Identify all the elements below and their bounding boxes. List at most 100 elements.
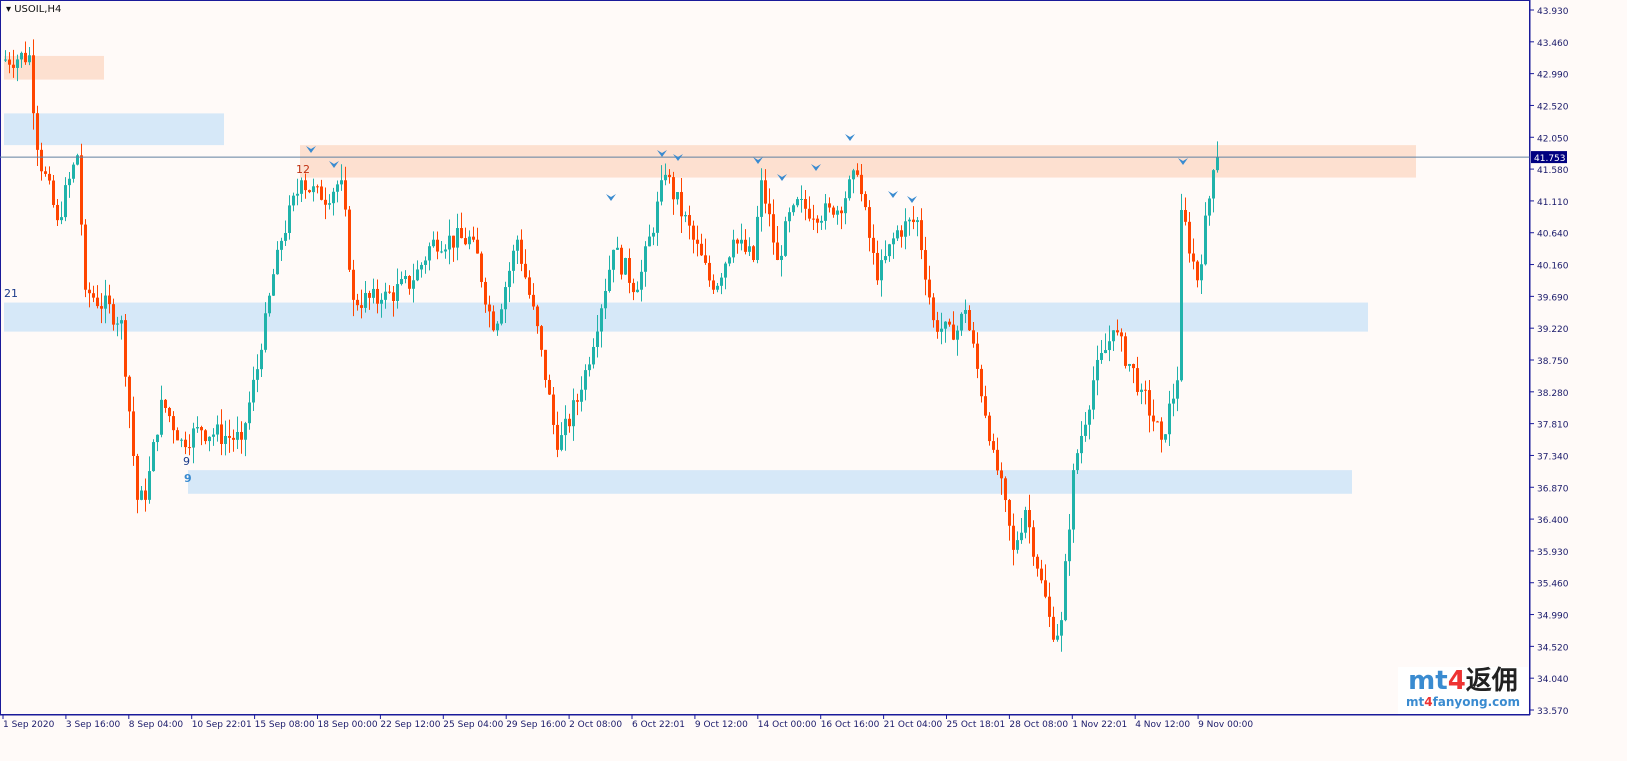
candle-body <box>1184 210 1187 222</box>
candle-body <box>372 288 375 298</box>
candle-body <box>564 418 567 436</box>
candle-body <box>1092 380 1095 410</box>
price-tick-label: 37.810 <box>1537 421 1569 431</box>
time-tick-label: 8 Sep 04:00 <box>129 720 184 730</box>
time-tick-label: 9 Nov 00:00 <box>1198 720 1253 730</box>
candle-body <box>324 199 327 205</box>
candle-body <box>1152 415 1155 422</box>
candle-body <box>848 179 851 199</box>
candle-body <box>872 237 875 253</box>
price-tick-label: 41.110 <box>1537 198 1569 208</box>
candle-body <box>696 239 699 244</box>
candle-body <box>744 239 747 252</box>
fractal-arrow-icon <box>1178 158 1188 165</box>
candle-body <box>1168 403 1171 435</box>
candle-body <box>160 399 163 435</box>
candle-body <box>436 239 439 252</box>
candle-body <box>1136 368 1139 392</box>
candle-body <box>8 59 11 65</box>
zone-label-21: 21 <box>4 287 18 300</box>
candle-body <box>1100 353 1103 360</box>
candle-body <box>304 180 307 191</box>
candle-body <box>860 174 863 195</box>
candle-body <box>748 246 751 252</box>
candle-body <box>668 174 671 178</box>
candle-body <box>220 424 223 444</box>
price-tick-label: 40.640 <box>1537 230 1569 240</box>
candle-body <box>836 210 839 215</box>
fractal-arrow-icon <box>888 191 898 198</box>
candle-body <box>1012 525 1015 550</box>
candle-body <box>676 192 679 200</box>
candle-body <box>800 199 803 201</box>
candle-body <box>772 214 775 243</box>
candle-body <box>536 306 539 327</box>
candle-body <box>1084 424 1087 436</box>
candle-body <box>724 263 727 278</box>
candle-body <box>264 313 267 350</box>
candle-body <box>1148 390 1151 416</box>
candle-body <box>816 218 819 223</box>
candle-body <box>1036 556 1039 569</box>
candle-body <box>84 224 87 290</box>
candle-body <box>280 240 283 250</box>
candle-body <box>924 250 927 280</box>
candle-body <box>468 236 471 245</box>
candle-body <box>1172 398 1175 404</box>
candle-body <box>644 246 647 272</box>
candle-body <box>164 399 167 408</box>
candle-body <box>736 239 739 244</box>
candle-body <box>560 435 563 450</box>
candle-body <box>72 164 75 179</box>
candle-body <box>1132 364 1135 369</box>
candle-body <box>172 416 175 431</box>
candle-body <box>296 193 299 196</box>
candle-body <box>44 171 47 174</box>
candle-body <box>232 437 235 440</box>
candle-body <box>1188 221 1191 254</box>
candle-body <box>184 439 187 448</box>
candle-body <box>916 220 919 223</box>
candle-body <box>432 239 435 247</box>
candle-body <box>140 490 143 500</box>
candle-body <box>568 418 571 427</box>
candle-body <box>384 291 387 300</box>
candle-body <box>1064 561 1067 621</box>
candle-body <box>780 255 783 260</box>
candle-body <box>464 238 467 245</box>
candle-body <box>928 279 931 298</box>
candle-body <box>572 400 575 427</box>
candle-body <box>512 250 515 271</box>
candle-body <box>904 221 907 237</box>
candle-body <box>416 269 419 281</box>
zone-demand <box>4 302 1368 332</box>
candle-body <box>732 239 735 258</box>
price-tick-label: 42.520 <box>1537 102 1569 112</box>
candle-body <box>252 379 255 403</box>
zone-label-12: 12 <box>296 163 310 176</box>
candle-body <box>604 290 607 309</box>
candle-body <box>228 435 231 438</box>
candle-body <box>588 364 591 371</box>
time-tick-label: 1 Sep 2020 <box>3 720 55 730</box>
time-tick-label: 16 Oct 16:00 <box>821 720 880 730</box>
candle-body <box>376 288 379 304</box>
price-tick-label: 35.930 <box>1537 548 1569 558</box>
candle-body <box>1024 510 1027 533</box>
watermark-logo: mt4返佣 mt4fanyong.com <box>1398 667 1528 714</box>
time-tick-label: 25 Oct 18:01 <box>947 720 1006 730</box>
price-tick-label: 42.990 <box>1537 71 1569 81</box>
candle-body <box>148 471 151 500</box>
candle-body <box>144 490 147 500</box>
candle-body <box>460 228 463 239</box>
candle-body <box>260 349 263 370</box>
candle-body <box>620 247 623 275</box>
candle-body <box>500 309 503 324</box>
candle-body <box>688 215 691 226</box>
candle-body <box>648 236 651 247</box>
candle-body <box>1068 529 1071 562</box>
candle-body <box>1140 389 1143 392</box>
candle-body <box>1128 364 1131 366</box>
price-tick-label: 37.340 <box>1537 452 1569 462</box>
